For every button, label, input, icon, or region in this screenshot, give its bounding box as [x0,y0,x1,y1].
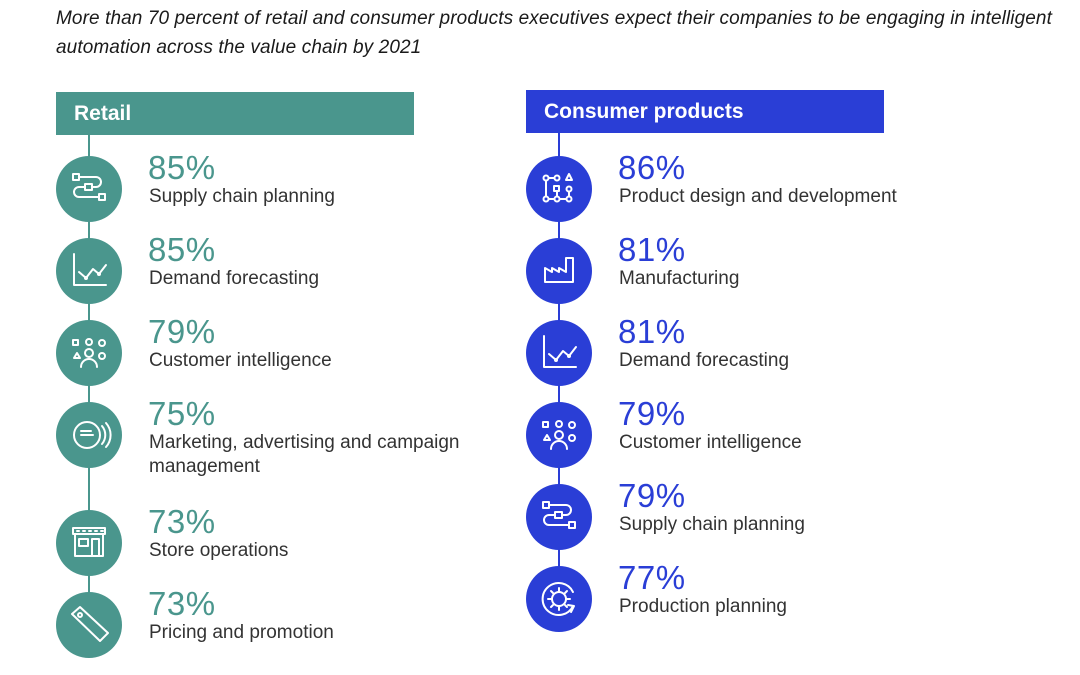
consumer-label-production-planning: Production planning [619,596,787,617]
retail-panel: Retail 85% Supply chain planning 85% Dem… [56,92,460,662]
retail-label-supply-chain: Supply chain planning [149,186,335,207]
retail-spine [88,135,90,645]
consumer-label-demand-forecasting: Demand forecasting [619,350,790,371]
people-icon [56,320,122,386]
consumer-label-customer-intelligence: Customer intelligence [619,432,802,453]
consumer-value-product-design: 86% [618,149,686,186]
line-chart-icon [56,238,122,304]
line-chart-icon [526,320,592,386]
chart-title: More than 70 percent of retail and consu… [56,8,1052,58]
consumer-label-supply-chain: Supply chain planning [619,514,805,535]
retail-label-demand-forecasting: Demand forecasting [149,268,320,289]
retail-value-marketing: 75% [148,395,216,432]
supply-chain-icon [526,484,592,550]
retail-value-customer-intelligence: 79% [148,313,216,350]
consumer-label-product-design: Product design and development [619,186,897,207]
store-icon [56,510,122,576]
consumer-value-production-planning: 77% [618,559,686,596]
retail-header: Retail [56,92,414,135]
consumer-value-supply-chain: 79% [618,477,686,514]
people-icon [526,402,592,468]
retail-value-pricing: 73% [148,585,216,622]
design-network-icon [526,156,592,222]
retail-label-marketing: Marketing, advertising and campaign mana… [149,432,460,477]
consumer-header: Consumer products [526,90,884,133]
retail-label-customer-intelligence: Customer intelligence [149,350,332,371]
retail-value-supply-chain: 85% [148,149,216,186]
speech-bubble-icon [56,402,122,468]
consumer-label-manufacturing: Manufacturing [619,268,740,289]
consumer-value-demand-forecasting: 81% [618,313,686,350]
factory-icon [526,238,592,304]
retail-label-store-operations: Store operations [149,540,289,561]
consumer-panel: Consumer products 86% Product design and… [526,90,926,650]
retail-value-demand-forecasting: 85% [148,231,216,268]
consumer-value-customer-intelligence: 79% [618,395,686,432]
retail-value-store-operations: 73% [148,503,216,540]
supply-chain-icon [56,156,122,222]
price-tag-icon [56,592,122,658]
gear-cycle-icon [526,566,592,632]
retail-label-pricing: Pricing and promotion [149,622,334,643]
consumer-value-manufacturing: 81% [618,231,686,268]
